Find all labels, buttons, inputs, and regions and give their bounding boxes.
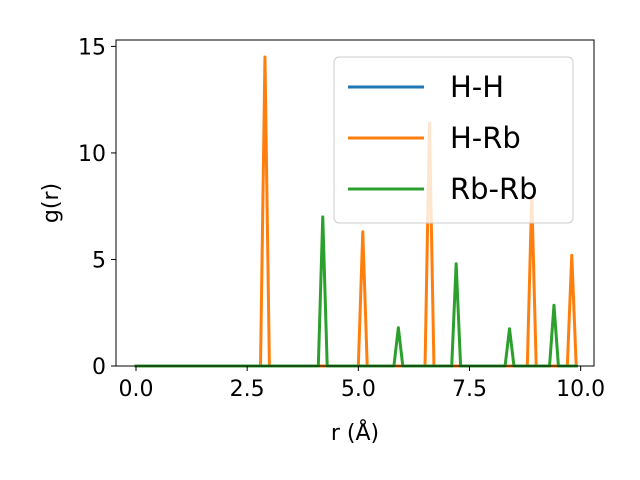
- legend-label-rb-rb: Rb-Rb: [450, 172, 538, 206]
- x-tick-label: 7.5: [452, 377, 487, 402]
- x-tick-label: 10.0: [556, 377, 605, 402]
- y-tick-label: 5: [92, 248, 106, 273]
- legend-box: [333, 56, 574, 224]
- x-tick-label: 0.0: [119, 377, 154, 402]
- x-tick-label: 2.5: [230, 377, 265, 402]
- x-axis-label: r (Å): [331, 419, 379, 446]
- x-axis-ticks: 0.0 2.5 5.0 7.5 10.0: [119, 366, 605, 402]
- y-axis-label: g(r): [39, 183, 64, 223]
- y-tick-label: 15: [78, 35, 106, 60]
- y-tick-label: 10: [78, 142, 106, 167]
- x-tick-label: 5.0: [341, 377, 376, 402]
- y-tick-label: 0: [92, 355, 106, 380]
- y-axis-ticks: 0 5 10 15: [78, 35, 116, 380]
- series-line-rb-rb: [134, 215, 578, 368]
- legend-label-h-rb: H-Rb: [450, 121, 521, 155]
- legend: H-H H-Rb Rb-Rb: [333, 56, 574, 224]
- plot-frame: [115, 39, 595, 367]
- legend-label-h-h: H-H: [450, 70, 504, 104]
